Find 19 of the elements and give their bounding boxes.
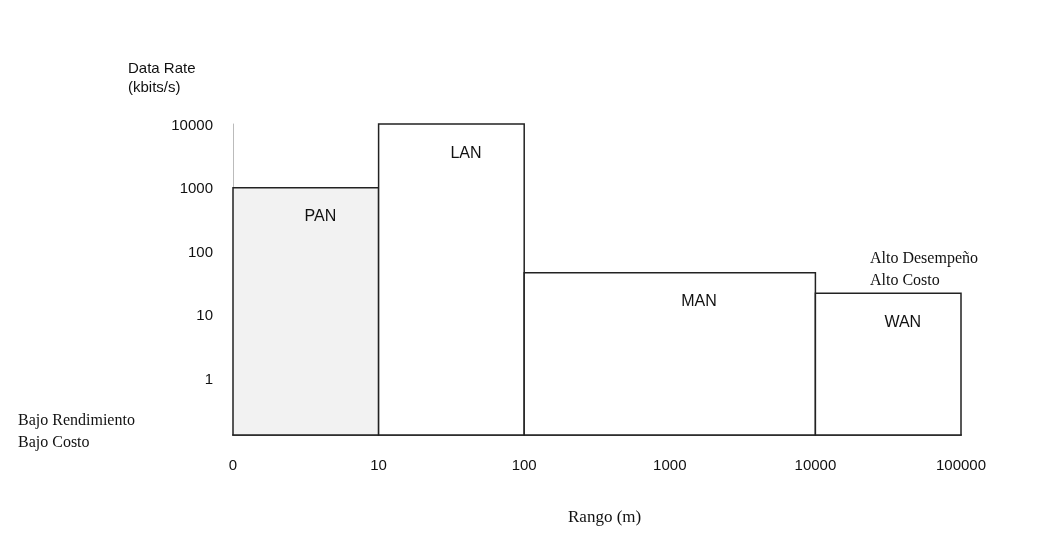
text: Bajo Rendimiento Bajo Costo [18, 410, 135, 451]
annotation: MAN [681, 292, 717, 310]
x-tick-label: 10 [370, 456, 387, 473]
y-tick-label: 1000 [179, 179, 213, 197]
x-tick-label: 10000 [794, 456, 837, 473]
annotation: LAN [450, 143, 482, 161]
x-tick-label: 1000 [653, 456, 687, 473]
y-tick-label: 10000 [171, 115, 213, 133]
y-tick-label: 100 [187, 242, 213, 260]
y-tick-label: 10 [196, 306, 213, 324]
x-axis-title: Rango (m) [568, 507, 642, 526]
annotation: WAN [884, 312, 922, 330]
annotation: Alto Desempeño Alto Costo [870, 248, 978, 288]
x-tick-label: 100000 [935, 456, 987, 473]
x-tick-label: 100 [511, 456, 537, 473]
y-axis-title: Data Rate (kbits/s) [128, 59, 196, 95]
annotation: PAN [304, 207, 337, 225]
y-tick-label: 1 [204, 370, 213, 388]
x-tick-label: 0 [228, 456, 238, 473]
